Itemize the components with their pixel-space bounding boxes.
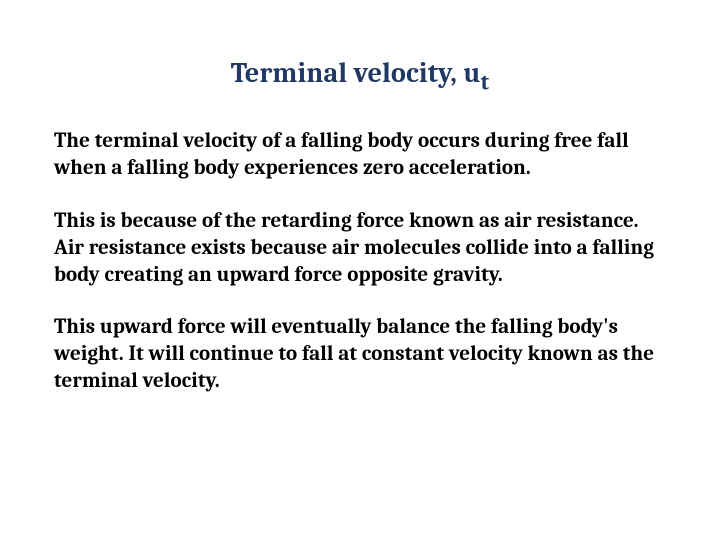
slide-body: The terminal velocity of a falling body …	[54, 128, 666, 421]
body-paragraph: This is because of the retarding force k…	[54, 208, 666, 289]
body-paragraph: The terminal velocity of a falling body …	[54, 128, 666, 182]
slide-title: Terminal velocity, ut	[0, 53, 720, 90]
title-main-text: Terminal velocity, u	[231, 57, 481, 89]
title-subscript: t	[481, 69, 490, 96]
body-paragraph: This upward force will eventually balanc…	[54, 314, 666, 395]
slide-container: Terminal velocity, ut The terminal veloc…	[0, 0, 720, 540]
